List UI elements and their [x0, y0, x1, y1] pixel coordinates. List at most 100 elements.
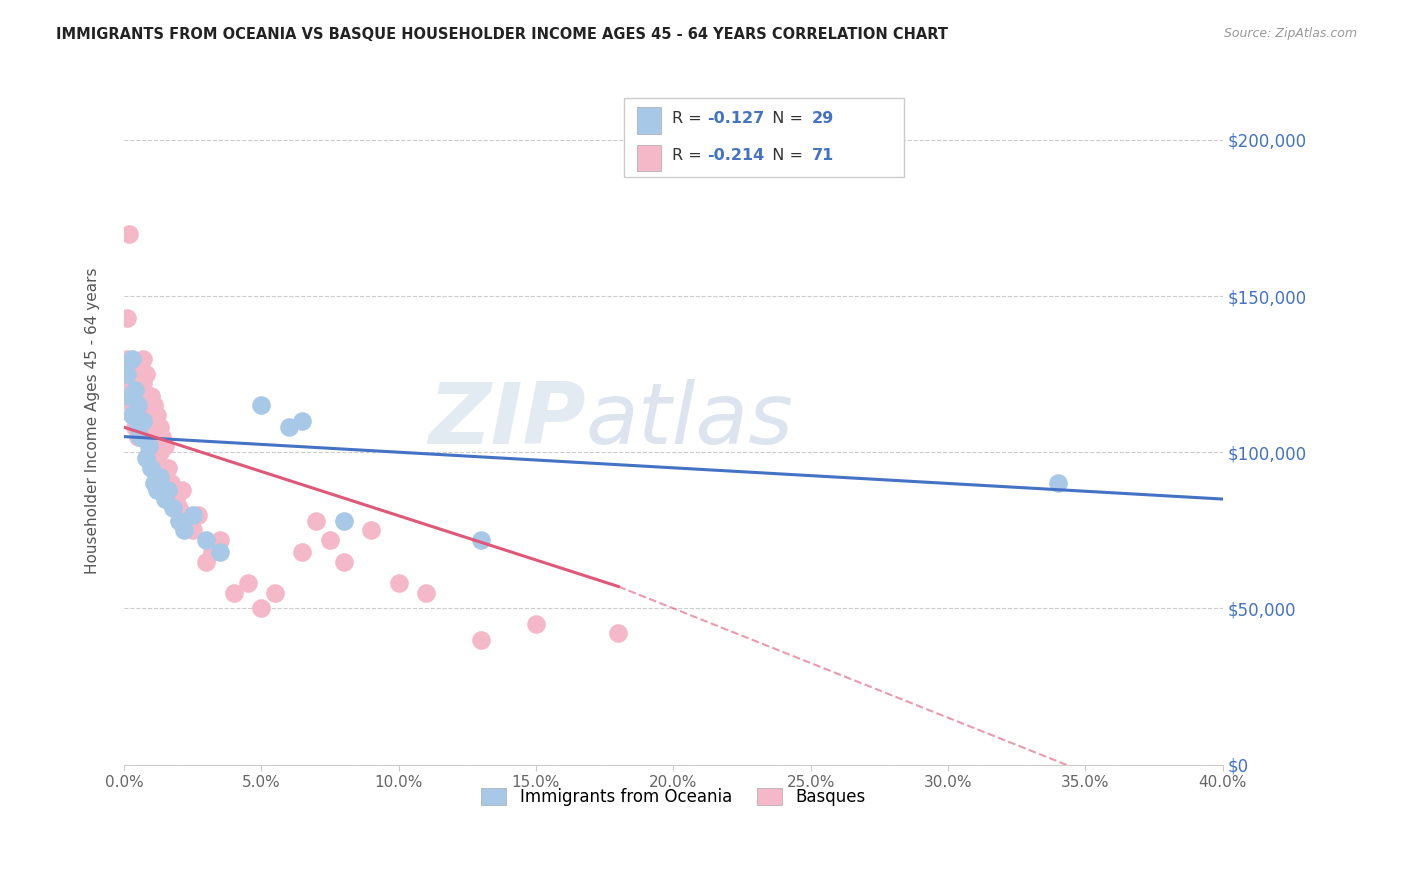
Point: [132, 376, 155, 391]
Point: [291, 414, 314, 428]
Point: [118, 383, 141, 397]
Point: [146, 483, 169, 497]
Point: [135, 408, 157, 422]
FancyBboxPatch shape: [637, 145, 661, 170]
Point: [181, 523, 204, 537]
Point: [236, 576, 259, 591]
Text: -0.214: -0.214: [707, 148, 765, 163]
Point: [146, 429, 169, 443]
Point: [173, 508, 195, 522]
Point: [360, 523, 382, 537]
Point: [115, 351, 138, 366]
Point: [153, 470, 176, 484]
Text: 71: 71: [811, 148, 834, 163]
Point: [124, 376, 146, 391]
Point: [150, 429, 173, 443]
Text: IMMIGRANTS FROM OCEANIA VS BASQUE HOUSEHOLDER INCOME AGES 45 - 64 YEARS CORRELAT: IMMIGRANTS FROM OCEANIA VS BASQUE HOUSEH…: [56, 27, 948, 42]
Point: [332, 514, 354, 528]
Point: [129, 420, 152, 434]
Point: [187, 508, 209, 522]
Point: [118, 227, 141, 241]
Point: [141, 408, 163, 422]
Point: [127, 398, 149, 412]
Point: [149, 445, 172, 459]
FancyBboxPatch shape: [624, 98, 904, 178]
Point: [153, 439, 176, 453]
Point: [277, 420, 299, 434]
Point: [132, 351, 155, 366]
Point: [156, 483, 179, 497]
Point: [319, 533, 342, 547]
Point: [181, 508, 204, 522]
Point: [129, 389, 152, 403]
Point: [159, 476, 181, 491]
Point: [141, 389, 163, 403]
Point: [121, 367, 143, 381]
Point: [201, 545, 224, 559]
Point: [167, 514, 190, 528]
Point: [138, 445, 160, 459]
Point: [143, 398, 166, 412]
Point: [162, 501, 184, 516]
Point: [470, 533, 492, 547]
Point: [129, 367, 152, 381]
Point: [127, 389, 149, 403]
Text: Source: ZipAtlas.com: Source: ZipAtlas.com: [1223, 27, 1357, 40]
Point: [209, 545, 232, 559]
Point: [141, 451, 163, 466]
Point: [129, 429, 152, 443]
Point: [149, 470, 172, 484]
Point: [162, 483, 184, 497]
Point: [132, 398, 155, 412]
Point: [607, 626, 630, 640]
Point: [222, 586, 245, 600]
Point: [332, 554, 354, 568]
Point: [143, 420, 166, 434]
Point: [118, 358, 141, 372]
Point: [167, 501, 190, 516]
Point: [264, 586, 287, 600]
Text: 29: 29: [811, 112, 834, 126]
Point: [138, 439, 160, 453]
Point: [156, 460, 179, 475]
Point: [138, 414, 160, 428]
Point: [415, 586, 437, 600]
Point: [118, 389, 141, 403]
Text: R =: R =: [672, 148, 707, 163]
Text: ZIP: ZIP: [427, 379, 585, 462]
Point: [135, 389, 157, 403]
Point: [132, 420, 155, 434]
Point: [149, 420, 172, 434]
Text: atlas: atlas: [585, 379, 793, 462]
Point: [121, 398, 143, 412]
Point: [387, 576, 409, 591]
Point: [250, 601, 273, 615]
Point: [146, 408, 169, 422]
Point: [141, 460, 163, 475]
Point: [132, 414, 155, 428]
Point: [305, 514, 328, 528]
Point: [135, 367, 157, 381]
Point: [135, 451, 157, 466]
Point: [1046, 476, 1069, 491]
Text: -0.127: -0.127: [707, 112, 765, 126]
Point: [195, 533, 218, 547]
Point: [121, 408, 143, 422]
Point: [291, 545, 314, 559]
FancyBboxPatch shape: [637, 108, 661, 134]
Y-axis label: Householder Income Ages 45 - 64 years: Householder Income Ages 45 - 64 years: [86, 268, 100, 574]
Point: [209, 533, 232, 547]
Point: [170, 483, 193, 497]
Point: [127, 429, 149, 443]
Point: [143, 476, 166, 491]
Point: [124, 408, 146, 422]
Point: [121, 351, 143, 366]
Point: [138, 389, 160, 403]
Point: [146, 451, 169, 466]
Point: [250, 398, 273, 412]
Point: [124, 420, 146, 434]
Point: [173, 523, 195, 537]
Point: [115, 310, 138, 325]
Point: [156, 483, 179, 497]
Point: [153, 491, 176, 506]
